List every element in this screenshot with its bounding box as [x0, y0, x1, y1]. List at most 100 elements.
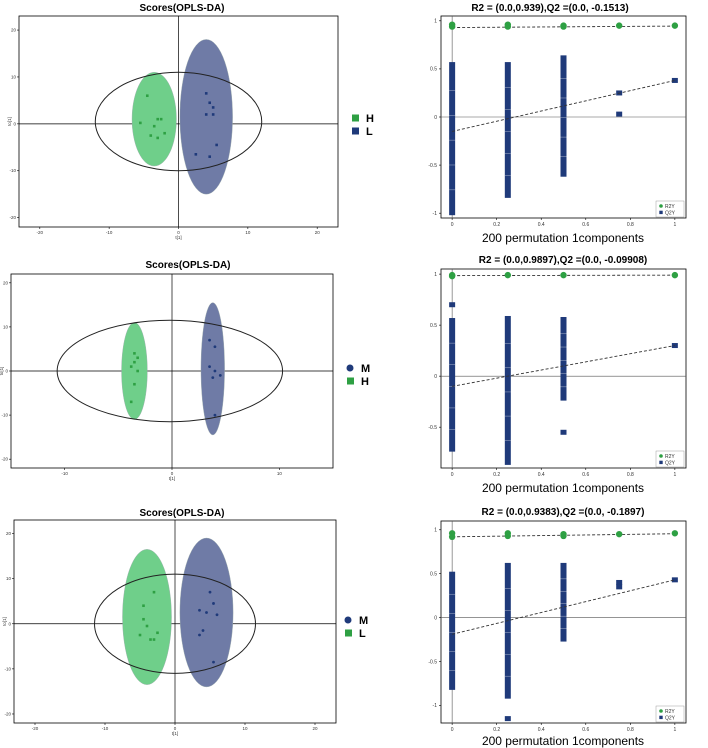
q2-point: [616, 111, 623, 117]
legend-box: [655, 200, 685, 218]
legend-label-q2y: Q2Y: [665, 461, 676, 467]
r2-point: [615, 530, 623, 538]
chart-title: Scores(OPLS-DA): [145, 260, 230, 271]
y-tick-label: -20: [1, 457, 8, 462]
chart-title: R2 = (0.0,0.9383),Q2 =(0.0, -0.1897): [482, 507, 645, 518]
x-axis-label: t[1]: [175, 235, 181, 240]
chart-title: Scores(OPLS-DA): [139, 3, 224, 14]
x-tick-label: 1: [673, 727, 676, 733]
legend-label-r2y: R2Y: [665, 454, 675, 460]
score-point-M: [212, 660, 215, 664]
x-tick-label: -20: [32, 726, 39, 731]
x-tick-label: -10: [102, 726, 109, 731]
legend-label-M: M: [359, 615, 368, 627]
x-tick-label: 10: [245, 230, 251, 235]
q2-point: [449, 302, 456, 308]
legend-marker-L: [352, 127, 359, 135]
score-point-M: [208, 590, 212, 594]
legend-label-q2y: Q2Y: [665, 211, 676, 217]
x-tick-label: 0.6: [582, 472, 589, 478]
y-axis-label: to[1]: [7, 117, 12, 126]
legend-label-r2y: R2Y: [665, 709, 675, 715]
x-tick-label: 1: [673, 222, 676, 228]
y-axis-label: to[1]: [0, 367, 4, 376]
y-tick-label: 0: [13, 121, 16, 126]
x-tick-label: 20: [315, 230, 321, 235]
x-axis-label: 200 permutation 1components: [482, 481, 644, 495]
legend-label-r2y: R2Y: [665, 204, 675, 210]
x-tick-label: 0: [451, 727, 454, 733]
legend-box: [655, 705, 685, 723]
score-point-H: [156, 117, 159, 121]
q2-permutation-stack: [504, 562, 511, 699]
q2-point: [616, 579, 623, 585]
x-tick-label: 0: [174, 726, 177, 731]
confidence-ellipse: [56, 319, 284, 423]
confidence-ellipse: [94, 573, 256, 674]
y-tick-label: 20: [3, 280, 9, 285]
x-tick-label: 20: [312, 726, 318, 731]
q2-permutation-stack: [449, 571, 456, 690]
legend: ML: [344, 615, 368, 640]
scores-panel-m-l: Scores(OPLS-DA) -20 -10 0 10 20 -20 -10 0 10 20 t[…: [2, 508, 368, 736]
scores-panel-m-h: Scores(OPLS-DA) -10 0 10 -20 -10 0 10 20 t[1] to[…: [0, 260, 370, 481]
legend-marker-H: [347, 377, 354, 385]
chart-title: R2 = (0.0,0.939),Q2 =(0.0, -0.1513): [471, 3, 628, 14]
y-tick-label: 10: [11, 74, 17, 79]
r2-point: [448, 530, 456, 537]
score-point-M: [213, 413, 217, 417]
score-point-H: [152, 124, 156, 128]
score-point-M: [208, 365, 211, 368]
scores-plot-area: -20 -10 0 10 20 -20 -10 0 10 20 t[1] to[1]: [2, 520, 336, 736]
score-point-H: [145, 94, 149, 98]
score-point-H: [129, 400, 133, 404]
r2-point: [560, 530, 567, 538]
legend-box: [655, 450, 685, 468]
x-tick-label: 0.8: [627, 222, 634, 228]
group-region-L: [179, 39, 233, 195]
score-point-L: [152, 590, 156, 594]
group-region-H: [131, 72, 177, 167]
y-tick-label: 20: [11, 28, 17, 33]
legend-label-L: L: [366, 126, 373, 138]
r2-point: [615, 22, 623, 29]
x-axis-label: 200 permutation 1components: [482, 734, 644, 748]
permutation-panel-m-l: R2 = (0.0,0.9383),Q2 =(0.0, -0.1897) 0 0.…: [428, 507, 687, 748]
score-point-L: [211, 113, 215, 116]
x-tick-label: 0.2: [493, 222, 500, 228]
r2-point: [448, 272, 456, 280]
q2-point: [504, 716, 511, 722]
y-tick-label: 0: [434, 115, 437, 121]
legend-marker-r2y: [659, 454, 663, 458]
q2-permutation-stack: [504, 62, 511, 198]
x-tick-label: 0: [451, 222, 454, 228]
legend-marker-q2y: [659, 460, 663, 465]
x-axis-label: t[1]: [172, 731, 178, 736]
legend: HL: [352, 113, 374, 138]
x-tick-label: -10: [61, 471, 68, 476]
score-point-H: [133, 382, 136, 386]
score-point-L: [156, 631, 159, 635]
y-tick-label: 1: [434, 528, 437, 534]
x-tick-label: 0.6: [582, 727, 589, 733]
x-tick-label: -10: [106, 230, 113, 235]
r2-point: [671, 530, 679, 537]
y-tick-label: 0: [8, 621, 11, 626]
score-point-H: [139, 121, 142, 125]
score-point-L: [142, 604, 145, 608]
score-point-H: [136, 369, 139, 373]
group-region-H: [121, 322, 148, 420]
x-tick-label: 10: [277, 471, 283, 476]
x-tick-label: 0: [177, 230, 180, 235]
q2-permutation-stack: [449, 318, 456, 452]
y-tick-label: 10: [6, 576, 12, 581]
scores-panel-h-l: Scores(OPLS-DA) -20 -10 0 10 20 -20 -10 0 10 20 t[…: [7, 3, 374, 240]
score-point-L: [142, 617, 145, 621]
y-tick-label: 1: [434, 272, 437, 278]
x-tick-label: 0.6: [582, 222, 589, 228]
y-tick-label: 0: [5, 369, 8, 374]
x-tick-label: 0.2: [493, 472, 500, 478]
x-tick-label: 0.4: [538, 727, 545, 733]
